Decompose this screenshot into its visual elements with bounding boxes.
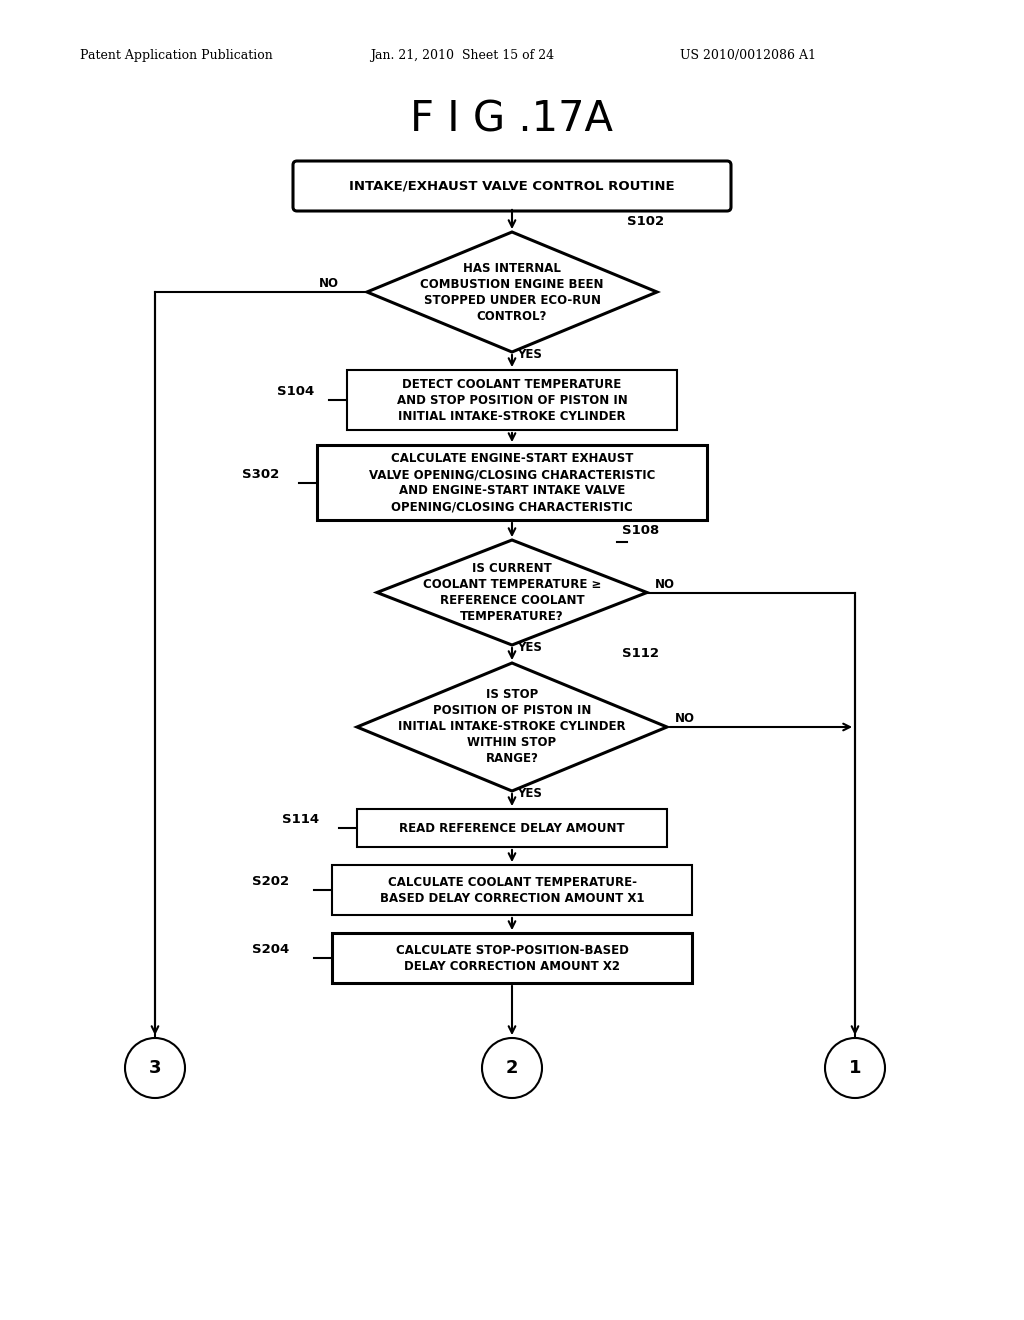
Text: Jan. 21, 2010  Sheet 15 of 24: Jan. 21, 2010 Sheet 15 of 24 — [370, 49, 554, 62]
Bar — [332, 865, 692, 915]
Text: S302: S302 — [242, 467, 280, 480]
Text: S114: S114 — [282, 813, 319, 826]
Circle shape — [825, 1038, 885, 1098]
Text: YES: YES — [517, 787, 542, 800]
Text: READ REFERENCE DELAY AMOUNT: READ REFERENCE DELAY AMOUNT — [399, 821, 625, 834]
Text: YES: YES — [517, 642, 542, 653]
Text: 2: 2 — [506, 1059, 518, 1077]
Text: CALCULATE ENGINE-START EXHAUST
VALVE OPENING/CLOSING CHARACTERISTIC
AND ENGINE-S: CALCULATE ENGINE-START EXHAUST VALVE OPE… — [369, 451, 655, 513]
FancyBboxPatch shape — [293, 161, 731, 211]
Text: 1: 1 — [849, 1059, 861, 1077]
Polygon shape — [367, 232, 657, 352]
Text: INTAKE/EXHAUST VALVE CONTROL ROUTINE: INTAKE/EXHAUST VALVE CONTROL ROUTINE — [349, 180, 675, 193]
Text: CALCULATE STOP-POSITION-BASED
DELAY CORRECTION AMOUNT X2: CALCULATE STOP-POSITION-BASED DELAY CORR… — [395, 944, 629, 973]
Text: NO: NO — [655, 578, 675, 590]
Text: NO: NO — [319, 277, 339, 290]
Text: F I G .17A: F I G .17A — [411, 99, 613, 141]
Text: Patent Application Publication: Patent Application Publication — [80, 49, 272, 62]
Polygon shape — [377, 540, 647, 645]
Text: CALCULATE COOLANT TEMPERATURE-
BASED DELAY CORRECTION AMOUNT X1: CALCULATE COOLANT TEMPERATURE- BASED DEL… — [380, 875, 644, 904]
Text: IS STOP
POSITION OF PISTON IN
INITIAL INTAKE-STROKE CYLINDER
WITHIN STOP
RANGE?: IS STOP POSITION OF PISTON IN INITIAL IN… — [398, 689, 626, 766]
Text: S108: S108 — [622, 524, 659, 537]
Bar — [347, 370, 677, 430]
Text: US 2010/0012086 A1: US 2010/0012086 A1 — [680, 49, 816, 62]
Text: NO: NO — [675, 711, 695, 725]
Circle shape — [482, 1038, 542, 1098]
Text: IS CURRENT
COOLANT TEMPERATURE ≥
REFERENCE COOLANT
TEMPERATURE?: IS CURRENT COOLANT TEMPERATURE ≥ REFEREN… — [423, 562, 601, 623]
Text: S102: S102 — [627, 215, 665, 228]
Text: S112: S112 — [622, 647, 659, 660]
Circle shape — [125, 1038, 185, 1098]
Bar — [332, 933, 692, 983]
Text: HAS INTERNAL
COMBUSTION ENGINE BEEN
STOPPED UNDER ECO-RUN
CONTROL?: HAS INTERNAL COMBUSTION ENGINE BEEN STOP… — [420, 261, 604, 322]
Bar — [317, 445, 707, 520]
Bar — [357, 809, 667, 847]
Text: 3: 3 — [148, 1059, 161, 1077]
Polygon shape — [357, 663, 667, 791]
Text: S204: S204 — [252, 942, 289, 956]
Text: YES: YES — [517, 348, 542, 360]
Text: S104: S104 — [278, 385, 314, 399]
Text: DETECT COOLANT TEMPERATURE
AND STOP POSITION OF PISTON IN
INITIAL INTAKE-STROKE : DETECT COOLANT TEMPERATURE AND STOP POSI… — [396, 378, 628, 422]
Text: S202: S202 — [252, 875, 289, 888]
